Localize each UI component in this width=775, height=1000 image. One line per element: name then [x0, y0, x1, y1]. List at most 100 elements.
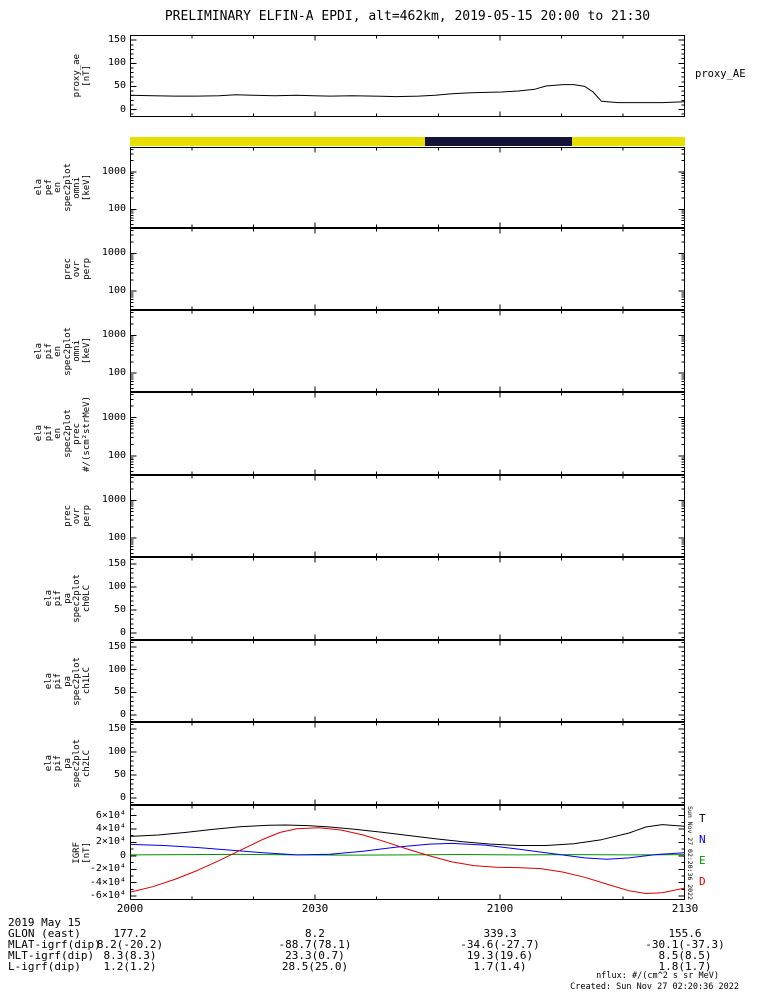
y-tick-label: 150 [107, 557, 126, 569]
bottom-row-value: 19.3(19.6) [466, 949, 534, 962]
series-line-proxy_AE [130, 84, 685, 104]
panel-ylabel-pif_prec_ovr_perp: prec ovr perp [0, 475, 92, 557]
nflux-unit-note: nflux: #/(cm^2 s sr MeV) [596, 971, 719, 981]
axis-frame [130, 35, 685, 117]
bottom-row-label: MLAT-igrf(dip) [8, 938, 101, 951]
panel-ch2LC [130, 722, 685, 805]
axis-frame [130, 392, 685, 475]
y-tick-label: 6×10⁴ [95, 809, 126, 821]
y-tick-label: 2×10⁴ [95, 836, 126, 848]
date-label: 2019 May 15 [8, 916, 81, 929]
ylabel-line: en [53, 428, 64, 439]
bottom-row-value: 28.5(25.0) [281, 960, 349, 973]
y-tick-label: 1000 [101, 494, 126, 506]
y-tick-label: 0 [119, 709, 126, 721]
ylabel-line: omni [72, 176, 83, 199]
bottom-row-value: 23.3(0.7) [285, 949, 345, 962]
ylabel-line: ela [34, 425, 45, 442]
y-tick-label: 1000 [101, 247, 126, 259]
legend-entry-E: E [699, 854, 706, 867]
panel-ela_pef_en_spec2plot_omni [130, 147, 685, 228]
axis-frame [130, 475, 685, 557]
ylabel-line: prec [72, 422, 83, 445]
y-tick-label: 100 [107, 580, 126, 592]
bottom-row-value: 177.2 [113, 927, 147, 940]
y-tick-label: 50 [113, 80, 126, 92]
y-tick-label: 0 [119, 627, 126, 639]
y-tick-label: 100 [107, 367, 126, 379]
axis-frame [130, 640, 685, 722]
series-line-N [130, 842, 685, 860]
y-tick-label: 100 [107, 203, 126, 215]
y-tick-label: 50 [113, 604, 126, 616]
bottom-row-value: 1.2(1.2) [103, 960, 157, 973]
x-tick-label: 2130 [671, 902, 699, 915]
legend-entry-N: N [699, 833, 706, 846]
y-tick-label: -2×10⁴ [89, 863, 126, 875]
ylabel-line: ela [34, 342, 45, 360]
y-tick-label: 0 [119, 849, 126, 861]
y-tick-label: 0 [119, 103, 126, 115]
bottom-row-value: -88.7(78.1) [278, 938, 352, 951]
ylabel-line: perp [81, 258, 92, 280]
colorbar-segment [571, 137, 685, 146]
bottom-row-value: 8.5(8.5) [658, 949, 712, 962]
panel-ylabel-pef_prec_ovr_perp: prec ovr perp [0, 228, 92, 310]
panel-igrf [130, 805, 685, 900]
bottom-row-label: GLON (east) [8, 927, 81, 940]
bottom-row-label: MLT-igrf(dip) [8, 949, 95, 962]
y-tick-label: 1000 [101, 329, 126, 341]
y-tick-label: 100 [107, 663, 126, 675]
bottom-row-value: -34.6(-27.7) [460, 938, 540, 951]
ylabel-line: [keV] [81, 173, 92, 202]
colorbar-segment [424, 137, 572, 146]
ylabel-line: ela [34, 179, 45, 196]
status-colorbar [130, 137, 685, 146]
axis-frame [130, 228, 685, 310]
axis-frame [130, 147, 685, 228]
ylabel-line: en [53, 182, 64, 193]
y-tick-label: 1000 [101, 411, 126, 423]
legend-entry-D: D [699, 875, 706, 888]
y-tick-label: 100 [107, 450, 126, 461]
bottom-row-value: -30.1(-37.3) [645, 938, 725, 951]
bottom-row-value: 155.6 [668, 927, 702, 940]
panel-pif_prec_ovr_perp [130, 475, 685, 557]
panel-ch1LC [130, 640, 685, 722]
x-tick-label: 2100 [486, 902, 514, 915]
y-tick-label: 150 [107, 722, 126, 734]
created-timestamp: Created: Sun Nov 27 02:20:36 2022 [570, 982, 739, 992]
series-line-D [130, 827, 685, 894]
ylabel-line: perp [81, 505, 92, 527]
axis-frame [130, 805, 685, 900]
y-tick-label: 4×10⁴ [95, 823, 126, 834]
y-tick-label: 50 [113, 769, 126, 781]
ylabel-line: [keV] [81, 337, 92, 365]
axis-frame [130, 310, 685, 392]
bottom-row-value: 8.2 [305, 927, 325, 940]
y-tick-label: 100 [107, 285, 126, 297]
y-tick-label: 150 [107, 640, 126, 652]
bottom-row-value: 1.8(1.7) [658, 960, 712, 973]
panel-ela_pif_en_spec2plot_omni [130, 310, 685, 392]
chart-title: PRELIMINARY ELFIN-A EPDI, alt=462km, 201… [164, 9, 651, 24]
ylabel-line: en [53, 345, 64, 357]
axis-frame [130, 557, 685, 640]
colorbar-segment [130, 137, 425, 146]
series-line-E [130, 853, 685, 856]
y-tick-label: 1000 [101, 165, 126, 177]
x-tick-label: 2030 [301, 902, 329, 915]
bottom-row-value: 8.2(-20.2) [96, 938, 164, 951]
y-tick-label: 50 [113, 686, 126, 698]
y-tick-label: -4×10⁴ [89, 876, 126, 888]
legend-entry-T: T [699, 812, 706, 825]
bottom-row-label: L-igrf(dip) [8, 960, 81, 973]
panel-ela_pif_en_spec2plot_prec [130, 392, 685, 475]
side-timestamp: Sun Nov 27 02:20:36 2022 [686, 806, 695, 900]
y-tick-label: 100 [107, 532, 126, 544]
panel-proxy_ae [130, 35, 685, 117]
x-tick-label: 2000 [116, 902, 144, 915]
y-tick-label: 0 [119, 792, 126, 804]
y-tick-label: 100 [107, 745, 126, 757]
axis-frame [130, 722, 685, 805]
